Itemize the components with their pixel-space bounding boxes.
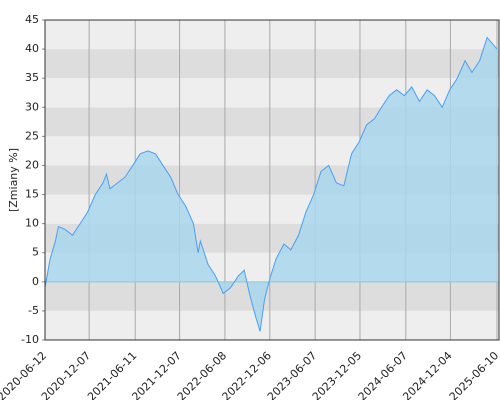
y-tick-label: 15 bbox=[25, 188, 39, 201]
x-tick-label: 2023-12-05 bbox=[310, 349, 364, 400]
y-tick-label: 45 bbox=[25, 13, 39, 26]
background-band bbox=[45, 20, 499, 50]
y-tick-label: 10 bbox=[25, 217, 39, 230]
y-axis-label: [Zmiany %] bbox=[7, 148, 20, 212]
x-tick-label: 2025-06-10 bbox=[447, 349, 500, 400]
plot-frame bbox=[44, 19, 500, 341]
y-tick-label: 40 bbox=[25, 42, 39, 55]
y-tick-label: 20 bbox=[25, 158, 39, 171]
background-band bbox=[45, 310, 499, 340]
area bbox=[45, 37, 497, 332]
y-tick-label: 30 bbox=[25, 100, 39, 113]
background-band bbox=[45, 49, 499, 79]
background-band bbox=[45, 281, 499, 311]
y-tick-label: 5 bbox=[32, 246, 39, 259]
y-tick-label: -5 bbox=[28, 304, 39, 317]
y-tick-label: 25 bbox=[25, 129, 39, 142]
y-tick-label: 35 bbox=[25, 71, 39, 84]
line bbox=[44, 36, 498, 332]
y-tick-label: 0 bbox=[32, 275, 39, 288]
y-tick-label: -10 bbox=[21, 333, 39, 346]
